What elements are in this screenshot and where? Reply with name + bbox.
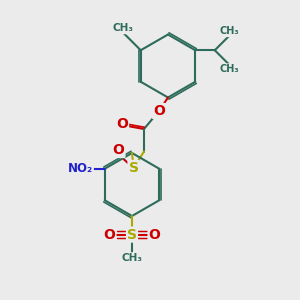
Text: NO₂: NO₂ — [69, 164, 92, 174]
Text: S: S — [128, 161, 139, 175]
Text: O: O — [116, 117, 128, 130]
Text: S: S — [127, 228, 137, 242]
Text: O: O — [103, 228, 116, 242]
Text: CH₃: CH₃ — [220, 26, 240, 36]
Text: CH₃: CH₃ — [122, 253, 142, 263]
Text: CH₃: CH₃ — [220, 64, 240, 74]
Text: NO₂: NO₂ — [68, 162, 93, 175]
Text: O: O — [148, 228, 160, 242]
Text: O: O — [112, 143, 124, 157]
Text: O: O — [153, 104, 165, 118]
Text: CH₃: CH₃ — [112, 23, 133, 33]
